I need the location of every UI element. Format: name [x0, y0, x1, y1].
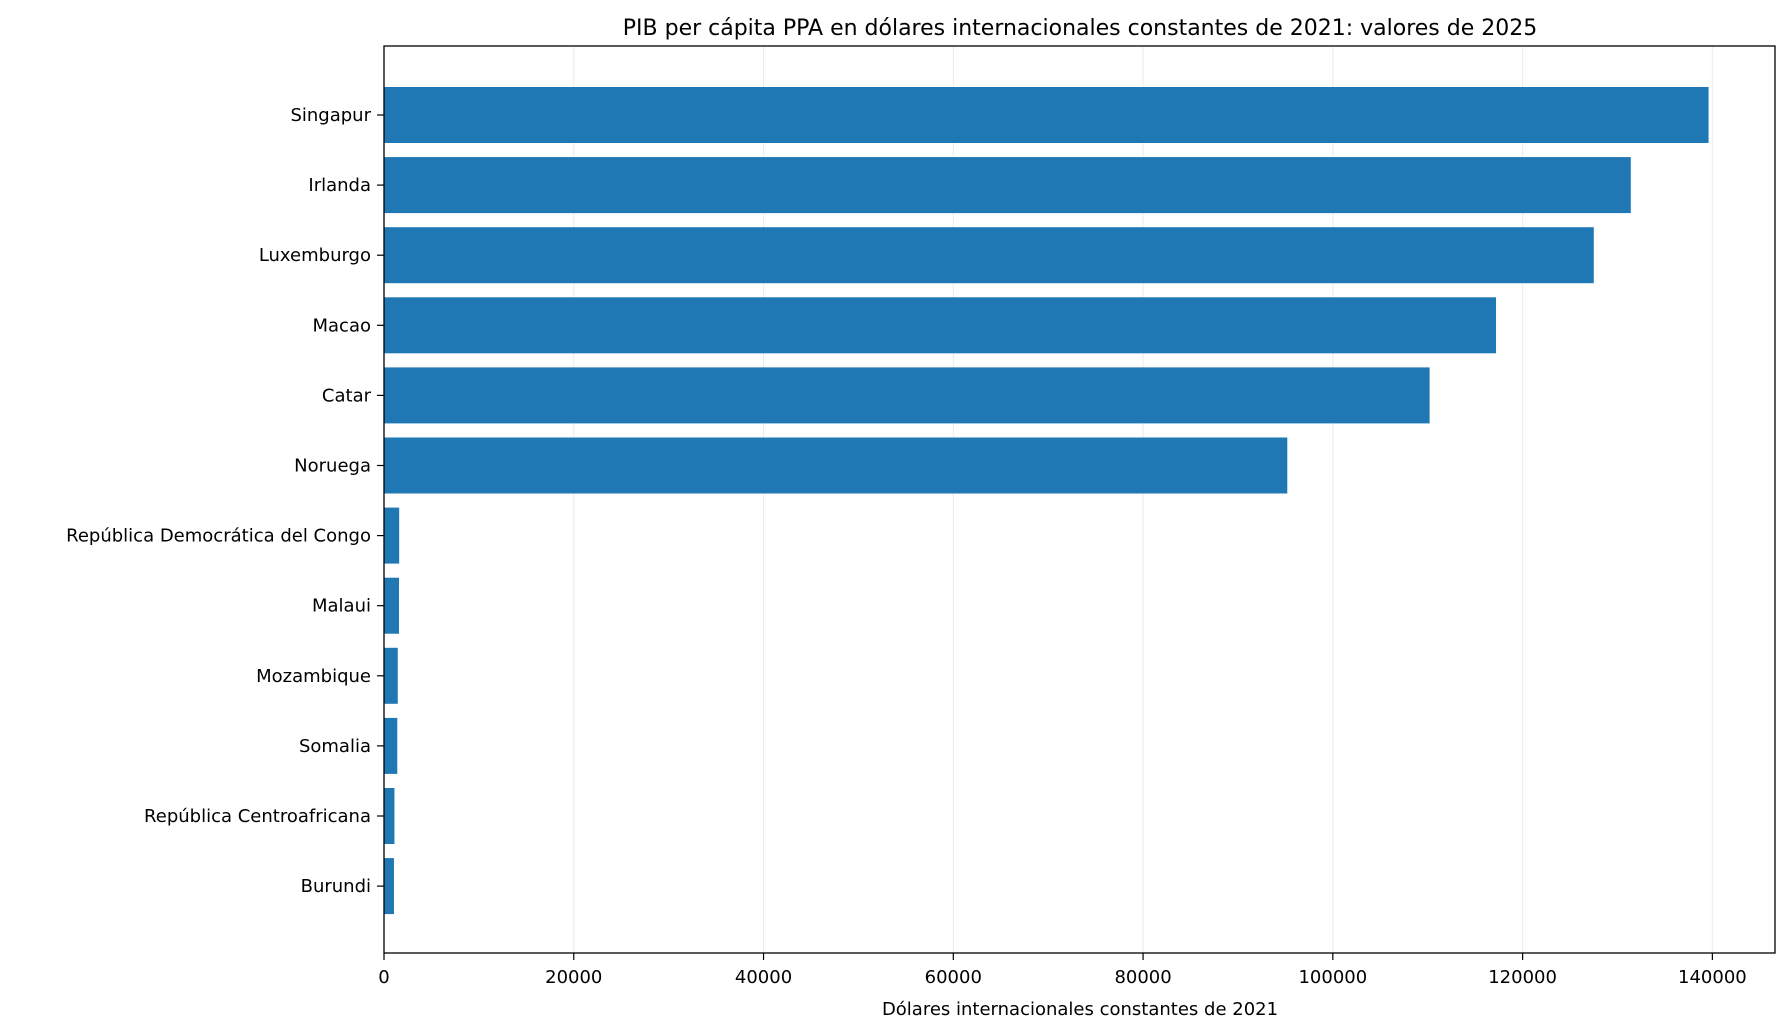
bar-somalia: [384, 717, 398, 774]
x-tick-label: 0: [378, 967, 389, 988]
bar-noruega: [384, 437, 1288, 494]
bar-catar: [384, 367, 1430, 424]
bar-macao: [384, 297, 1497, 354]
bar-irlanda: [384, 157, 1631, 214]
y-tick-label: Catar: [322, 385, 372, 406]
x-tick-label: 120000: [1488, 967, 1557, 988]
y-tick-label: Mozambique: [256, 666, 371, 687]
bar-republica-centroafricana: [384, 788, 395, 844]
y-tick-label: Irlanda: [308, 175, 371, 196]
bar-malaui: [384, 577, 399, 634]
y-tick-label: Noruega: [294, 456, 371, 477]
plot-frame: [383, 45, 1776, 954]
y-tick-label: Macao: [313, 315, 372, 336]
y-tick-label: Somalia: [299, 736, 371, 757]
bar-luxemburgo: [384, 227, 1594, 284]
bars: [384, 87, 1709, 915]
y-tick-label: República Centroafricana: [144, 806, 371, 827]
x-tick-label: 100000: [1298, 967, 1367, 988]
x-tick-label: 60000: [925, 967, 982, 988]
y-tick-label: Singapur: [290, 105, 371, 126]
bar-burundi: [384, 858, 394, 915]
y-axis-ticks: Singapur Irlanda Luxemburgo Macao Catar Norue…: [66, 105, 384, 897]
chart-title: PIB per cápita PPA en dólares internacio…: [623, 16, 1537, 41]
y-tick-label: Malaui: [312, 596, 371, 617]
y-tick-label: Burundi: [301, 876, 371, 897]
y-tick-label: República Democrática del Congo: [66, 526, 371, 547]
bar-republica-democratica-del-congo: [384, 507, 400, 564]
x-axis-ticks: 0 20000 40000 60000 80000 100000 120000 140000: [378, 953, 1747, 988]
bar-mozambique: [384, 647, 398, 704]
x-tick-label: 140000: [1678, 967, 1747, 988]
bar-singapur: [384, 87, 1709, 143]
x-tick-label: 20000: [545, 967, 602, 988]
x-tick-label: 40000: [735, 967, 792, 988]
x-axis-label: Dólares internacionales constantes de 20…: [882, 999, 1278, 1020]
y-tick-label: Luxemburgo: [259, 245, 371, 266]
x-tick-label: 80000: [1114, 967, 1171, 988]
